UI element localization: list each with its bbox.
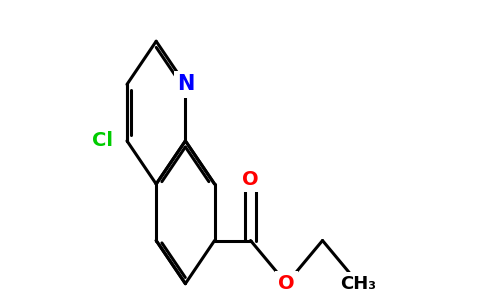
Text: O: O bbox=[242, 169, 259, 189]
Text: CH₃: CH₃ bbox=[340, 275, 377, 293]
Text: N: N bbox=[177, 74, 194, 94]
Text: Cl: Cl bbox=[91, 131, 113, 150]
Text: O: O bbox=[278, 274, 295, 293]
